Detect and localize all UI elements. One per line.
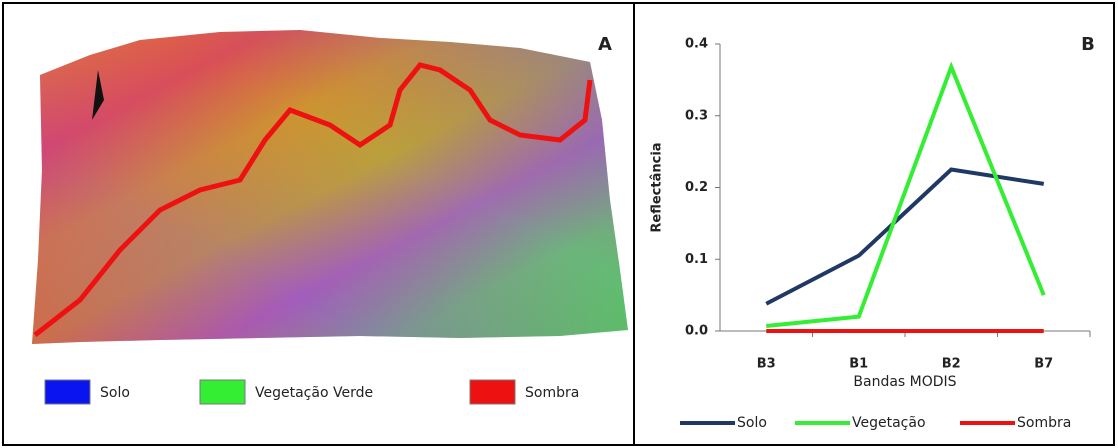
legend-swatch — [199, 379, 246, 405]
terrain-map — [32, 30, 628, 344]
x-tick-label: B1 — [849, 357, 868, 372]
legend-label: Vegetação — [852, 415, 926, 431]
x-tick-label: B7 — [1034, 357, 1053, 372]
legend-label: Solo — [737, 415, 767, 431]
y-tick-label: 0.0 — [685, 324, 708, 339]
legend-label: Sombra — [525, 385, 579, 401]
x-tick-label: B3 — [757, 357, 776, 372]
y-axis-title: Reflectância — [650, 142, 665, 232]
x-tick-label: B2 — [942, 357, 961, 372]
series-line — [766, 61, 1046, 328]
panel-label: A — [598, 34, 612, 55]
panel-label: B — [1081, 34, 1095, 55]
x-axis-title: Bandas MODIS — [853, 374, 956, 390]
y-tick-label: 0.2 — [685, 180, 708, 195]
y-tick-label: 0.3 — [685, 108, 708, 123]
legend-label: Solo — [100, 385, 130, 401]
y-tick-label: 0.1 — [685, 252, 708, 267]
north-arrow — [92, 70, 104, 120]
legend-label: Sombra — [1017, 415, 1071, 431]
river-shadow — [33, 62, 593, 337]
y-tick-label: 0.4 — [685, 37, 708, 52]
terrain-overlay — [32, 30, 628, 344]
legend-label: Vegetação Verde — [255, 385, 373, 401]
legend-swatch — [44, 379, 91, 405]
legend-swatch — [469, 379, 516, 405]
